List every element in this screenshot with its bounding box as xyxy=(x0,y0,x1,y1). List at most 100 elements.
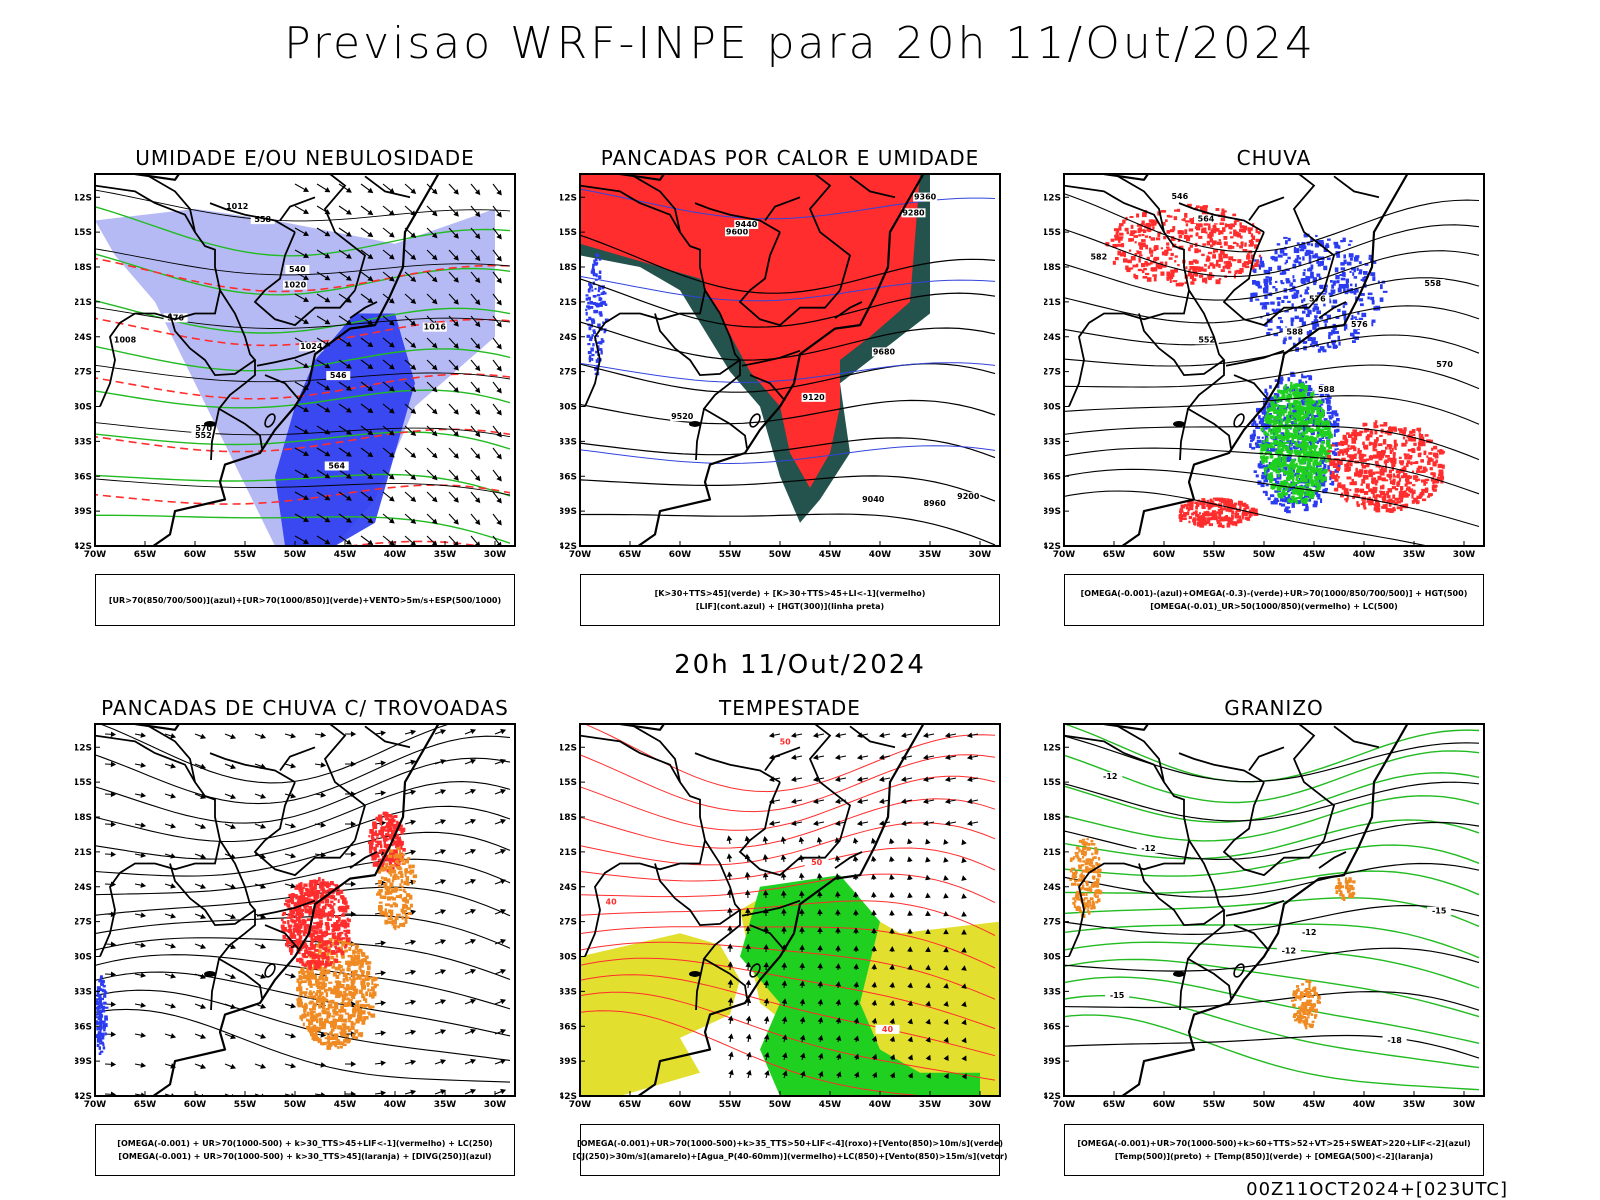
water-contour xyxy=(580,957,996,1030)
country-border xyxy=(364,175,411,199)
lat-label: 21S xyxy=(75,848,92,858)
temp850-contour xyxy=(1064,1014,1480,1091)
green-contour xyxy=(95,473,511,497)
legend-box: [OMEGA(-0.001) + UR>70(1000-500) + k>30_… xyxy=(95,1124,515,1176)
lat-label: 39S xyxy=(560,507,577,517)
panel-chuva: CHUVA 588 582 576 570 564 558 552 546 588 576 12S 1… xyxy=(1044,146,1504,646)
lat-label: 33S xyxy=(75,437,92,447)
hgt500-contour xyxy=(1064,490,1431,546)
lat-label: 39S xyxy=(75,507,92,517)
lon-label: 65W xyxy=(1103,1100,1126,1110)
thickness-contour xyxy=(95,257,511,293)
map-layers: 40 50 50 40 xyxy=(580,724,1000,1096)
green-contour xyxy=(95,206,511,257)
country-border xyxy=(694,752,781,783)
lat-label: 42S xyxy=(560,542,577,552)
lon-label: 30W xyxy=(1453,1100,1476,1110)
country-border xyxy=(741,899,801,917)
lat-label: 15S xyxy=(1044,778,1061,788)
country-border xyxy=(264,374,301,402)
lat-label: 24S xyxy=(1044,333,1061,343)
temp850-contour xyxy=(1064,870,1480,896)
contour-label: 8960 xyxy=(924,499,947,508)
pressure-contour xyxy=(95,478,511,496)
coastline xyxy=(1064,174,1409,546)
lon-label: 65W xyxy=(134,1100,157,1110)
lif-contour xyxy=(580,445,996,465)
lagoon xyxy=(264,963,276,978)
contour-label: 546 xyxy=(1171,192,1188,201)
lat-label: 33S xyxy=(560,987,577,997)
lon-label: 60W xyxy=(1153,1100,1176,1110)
country-border xyxy=(702,910,748,999)
lon-label: 40W xyxy=(1353,550,1376,560)
pressure-contour xyxy=(95,189,511,222)
contour-label: 9120 xyxy=(802,393,825,402)
country-border xyxy=(209,752,296,783)
lat-label: 27S xyxy=(75,368,92,378)
lon-label: 60W xyxy=(184,1100,207,1110)
contour-label: -18 xyxy=(1387,1036,1402,1045)
contour-label: 9040 xyxy=(862,495,885,504)
country-border xyxy=(580,184,706,291)
omega-green xyxy=(1259,381,1333,505)
country-border xyxy=(349,301,378,319)
lat-label: 33S xyxy=(560,437,577,447)
contour-label: 552 xyxy=(1198,335,1215,344)
lake xyxy=(689,970,701,977)
lat-label: 27S xyxy=(560,368,577,378)
contour-label: 582 xyxy=(1090,253,1107,262)
temp850-contour xyxy=(1064,976,1480,1044)
streamline xyxy=(95,954,511,1010)
lon-label: 55W xyxy=(234,1100,257,1110)
streamline xyxy=(98,724,452,784)
country-border xyxy=(264,924,301,952)
lat-label: 39S xyxy=(75,1057,92,1067)
lat-label: 27S xyxy=(75,918,92,928)
panel-tempestade: TEMPESTADE 40 50 50 40 12S 15S 18S 21S 24S 27S 30S… xyxy=(560,696,1020,1196)
contour-label: 564 xyxy=(328,461,345,470)
humidity-light xyxy=(95,208,495,546)
hgt500-contour xyxy=(1064,425,1480,461)
hgt500-contour xyxy=(1064,305,1480,346)
country-border xyxy=(1064,734,1190,841)
country-border xyxy=(1233,374,1270,402)
lat-label: 18S xyxy=(1044,263,1061,273)
country-border xyxy=(738,781,841,877)
temp850-contour xyxy=(1064,772,1480,823)
temp500-contour xyxy=(1064,947,1480,972)
legend-line: [Temp(500)](preto) + [Temp(850)](verde) … xyxy=(1114,1152,1434,1161)
country-border xyxy=(1179,408,1189,461)
lat-label: 18S xyxy=(1044,813,1061,823)
legend-line: [K>30+TTS>45](verde) + [K>30+TTS>45+LI<-… xyxy=(654,589,926,598)
omega-orange xyxy=(1069,838,1103,918)
lif-contour xyxy=(580,362,996,383)
lat-label: 36S xyxy=(1044,1022,1061,1032)
lon-label: 70W xyxy=(569,550,592,560)
wind-vectors xyxy=(294,183,502,546)
lon-label: 60W xyxy=(184,550,207,560)
contour-label: 1020 xyxy=(284,280,307,289)
contour-label: 40 xyxy=(606,898,618,907)
country-border xyxy=(1186,910,1232,999)
legend-line: [OMEGA(-0.001)+UR>70(1000-500)+k>35_TTS>… xyxy=(577,1139,1003,1148)
lake xyxy=(204,970,216,977)
coastline xyxy=(95,174,440,546)
contour-label: -12 xyxy=(1302,928,1316,937)
hgt500-contour xyxy=(1064,447,1480,495)
panel-title: GRANIZO xyxy=(1224,696,1324,720)
streamline xyxy=(95,1008,511,1083)
lon-label: 30W xyxy=(1453,550,1476,560)
country-border xyxy=(1292,724,1336,841)
streamline xyxy=(95,971,511,1037)
lat-label: 15S xyxy=(75,228,92,238)
legend-box: [OMEGA(-0.001)+UR>70(1000-500)+k>60+TTS>… xyxy=(1064,1124,1484,1176)
lagoon xyxy=(264,413,276,428)
country-border xyxy=(1233,924,1270,952)
country-border xyxy=(741,349,801,367)
country-border xyxy=(654,289,742,377)
country-border xyxy=(808,724,852,841)
contour-label: 576 xyxy=(1351,320,1368,329)
country-border xyxy=(1225,349,1285,367)
lat-label: 42S xyxy=(1044,542,1061,552)
